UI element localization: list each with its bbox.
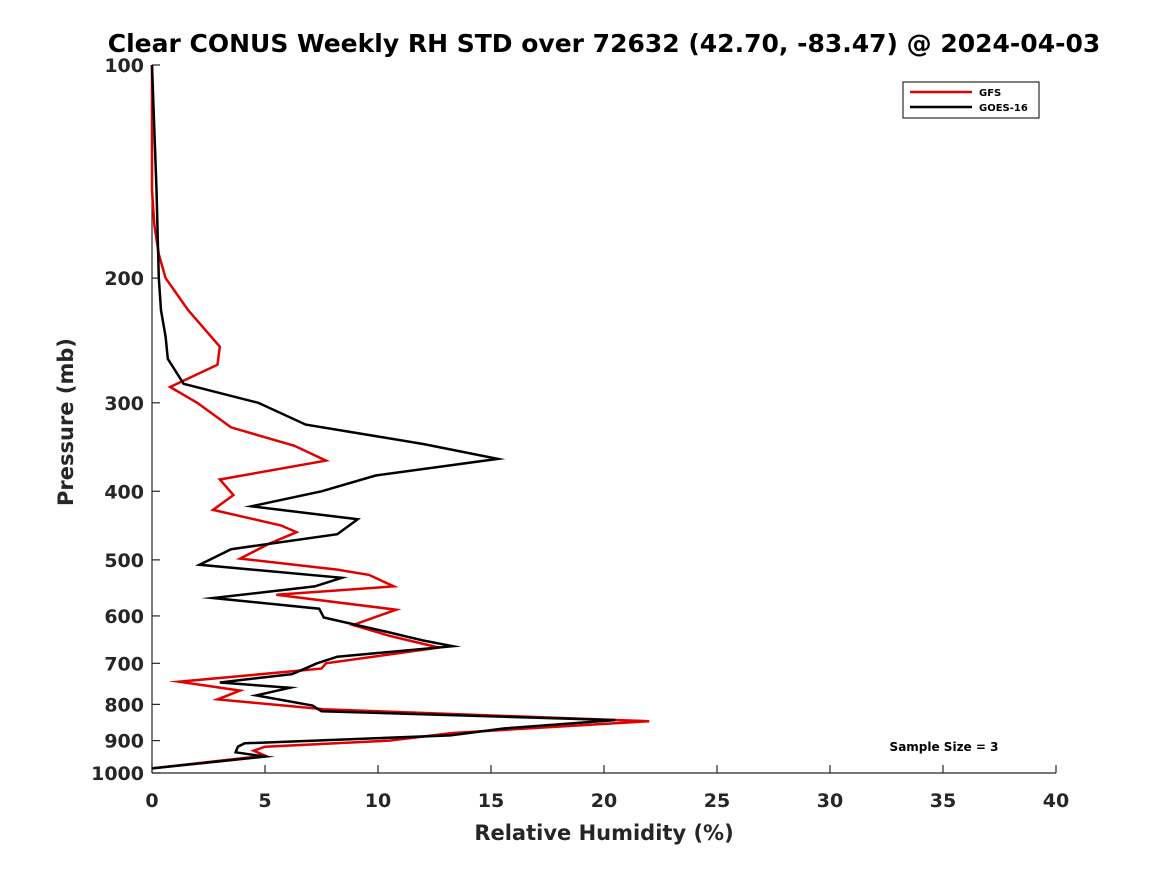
legend-label-gfs: GFS — [979, 88, 1001, 99]
x-tick-label: 25 — [704, 790, 730, 812]
series-layer — [150, 64, 650, 770]
axes — [151, 65, 1056, 774]
x-ticks: 0 5 10 15 20 25 30 35 40 — [145, 765, 1069, 812]
y-tick-label: 1000 — [91, 763, 144, 785]
x-tick-label: 30 — [817, 790, 843, 812]
x-tick-label: 40 — [1043, 790, 1069, 812]
sample-size-annotation: Sample Size = 3 — [890, 740, 999, 754]
legend-box — [902, 81, 1040, 119]
y-tick-label: 500 — [104, 550, 144, 572]
legend-label-goes-16: GOES-16 — [979, 103, 1028, 114]
x-tick-label: 35 — [930, 790, 956, 812]
series-line-goes-16 — [150, 64, 616, 770]
legend: GFS GOES-16 — [902, 81, 1040, 119]
x-tick-label: 15 — [478, 790, 504, 812]
x-tick-label: 10 — [365, 790, 391, 812]
y-tick-label: 900 — [104, 731, 144, 753]
y-tick-label: 200 — [104, 268, 144, 290]
chart-title: Clear CONUS Weekly RH STD over 72632 (42… — [108, 29, 1101, 58]
y-ticks: 100 200 300 400 500 600 700 800 900 1000 — [91, 55, 160, 785]
x-tick-label: 0 — [145, 790, 158, 812]
y-tick-label: 800 — [104, 694, 144, 716]
x-tick-label: 20 — [591, 790, 617, 812]
y-tick-label: 100 — [104, 55, 144, 77]
x-axis-label: Relative Humidity (%) — [474, 821, 733, 845]
y-tick-label: 400 — [104, 481, 144, 503]
series-line-gfs — [150, 65, 650, 770]
y-tick-label: 700 — [104, 653, 144, 675]
x-tick-label: 5 — [258, 790, 271, 812]
y-axis-label: Pressure (mb) — [54, 338, 78, 506]
y-tick-label: 600 — [104, 606, 144, 628]
y-tick-label: 300 — [104, 393, 144, 415]
